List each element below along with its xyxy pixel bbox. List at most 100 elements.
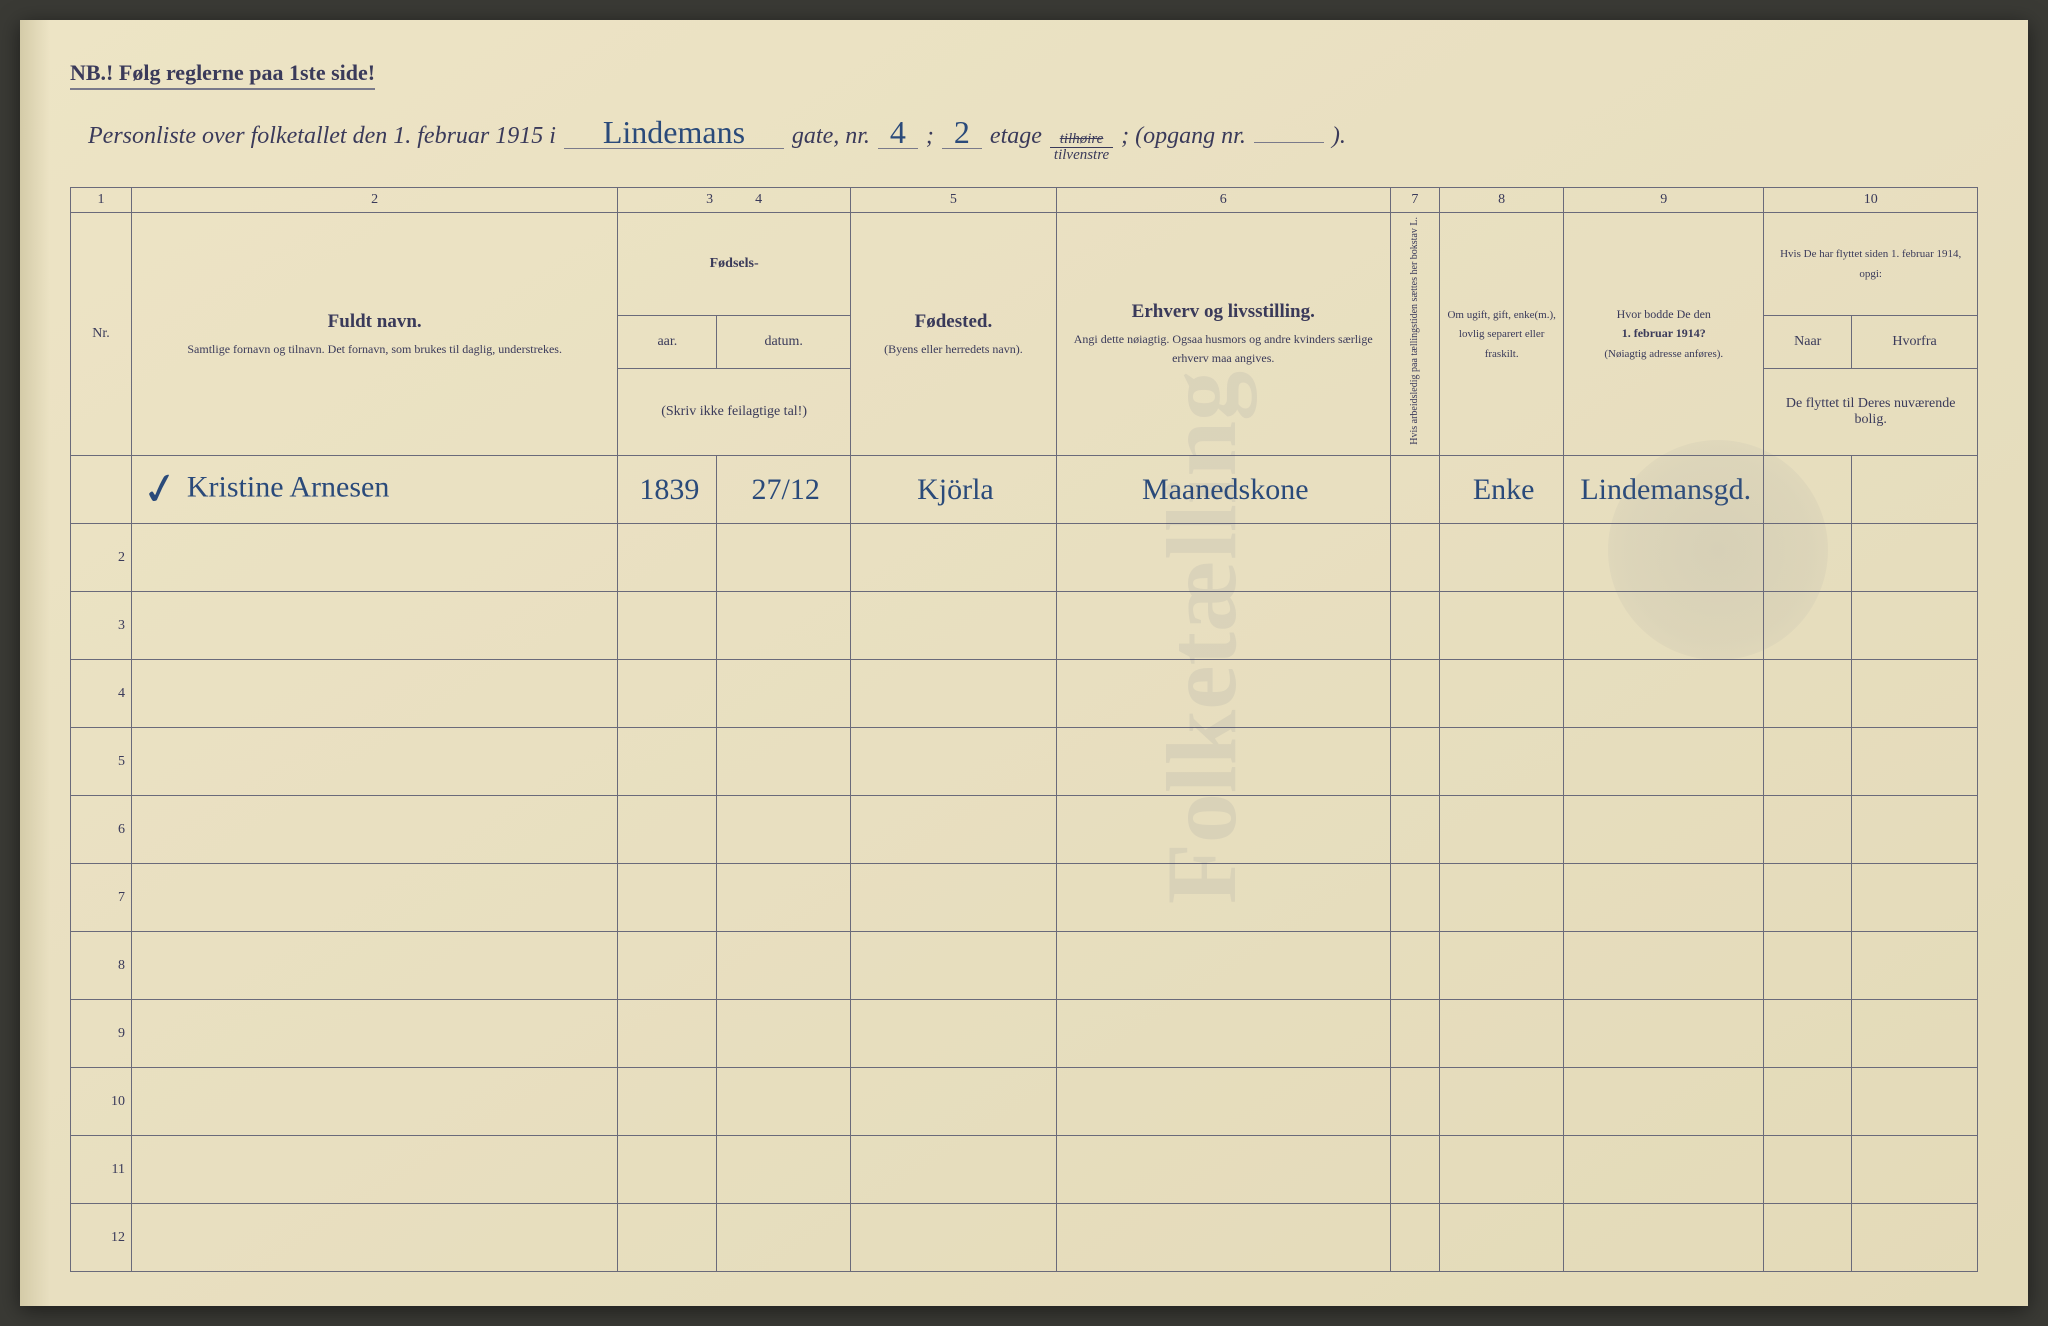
checkmark-icon: ✓	[138, 462, 183, 519]
cell-year	[618, 592, 717, 660]
cell-occupation	[1056, 864, 1390, 932]
table-row: 4	[71, 660, 1978, 728]
cell-unemployed	[1390, 1204, 1440, 1272]
cell-unemployed	[1390, 660, 1440, 728]
col-birth-note: (Skriv ikke feilagtige tal!)	[618, 368, 851, 455]
cell-moved-when	[1764, 932, 1852, 1000]
table-row: 10	[71, 1068, 1978, 1136]
row-number: 9	[71, 1000, 132, 1068]
cell-name	[132, 932, 618, 1000]
col-10-top: Hvis De har flyttet siden 1. februar 191…	[1780, 248, 1961, 280]
col-10a: Naar	[1764, 315, 1852, 368]
col-marital-header: Om ugift, gift, enke(m.), lovlig separer…	[1440, 213, 1564, 456]
cell-occupation	[1056, 524, 1390, 592]
close-paren: ).	[1332, 123, 1346, 150]
colnum-10: 10	[1764, 188, 1978, 213]
cell-date: 27/12	[717, 456, 850, 524]
cell-marital	[1440, 524, 1564, 592]
colnum-7: 7	[1390, 188, 1440, 213]
cell-addr1914	[1564, 524, 1764, 592]
cell-moved-from	[1852, 456, 1978, 524]
cell-moved-when	[1764, 796, 1852, 864]
col-addr1914-header: Hvor bodde De den 1. februar 1914? (Nøia…	[1564, 213, 1764, 456]
cell-occupation	[1056, 1136, 1390, 1204]
cell-date	[717, 1068, 850, 1136]
cell-addr1914	[1564, 864, 1764, 932]
col-10b: Hvorfra	[1852, 315, 1978, 368]
cell-marital	[1440, 864, 1564, 932]
cell-moved-from	[1852, 1136, 1978, 1204]
cell-addr1914	[1564, 1000, 1764, 1068]
cell-birthplace	[850, 728, 1056, 796]
cell-addr1914	[1564, 592, 1764, 660]
cell-occupation	[1056, 1000, 1390, 1068]
colnum-8: 8	[1440, 188, 1564, 213]
cell-name	[132, 592, 618, 660]
cell-name	[132, 524, 618, 592]
column-number-row: 1 2 3 4 5 6 7 8 9 10	[71, 188, 1978, 213]
opgang-label: ; (opgang nr.	[1121, 123, 1246, 150]
cell-date	[717, 1204, 850, 1272]
cell-moved-when	[1764, 1000, 1852, 1068]
col-birthplace-header: Fødested. (Byens eller herredets navn).	[850, 213, 1056, 456]
cell-addr1914	[1564, 728, 1764, 796]
colnum-34: 3 4	[618, 188, 851, 213]
cell-unemployed	[1390, 1068, 1440, 1136]
side-fraction: tilhøire tilvenstre	[1050, 132, 1113, 163]
cell-moved-when	[1764, 592, 1852, 660]
row-number: 3	[71, 592, 132, 660]
row-number: 8	[71, 932, 132, 1000]
col-date: datum.	[717, 315, 850, 368]
cell-date	[717, 592, 850, 660]
row-number: 12	[71, 1204, 132, 1272]
census-table: 1 2 3 4 5 6 7 8 9 10 Nr. Fuldt navn. Sam…	[70, 187, 1978, 1272]
cell-name	[132, 1000, 618, 1068]
cell-year: 1839	[618, 456, 717, 524]
cell-name	[132, 728, 618, 796]
cell-moved-from	[1852, 1000, 1978, 1068]
cell-date	[717, 1136, 850, 1204]
cell-addr1914	[1564, 1136, 1764, 1204]
col-birth-top: Fødsels-	[618, 213, 851, 316]
cell-date	[717, 1000, 850, 1068]
cell-moved-from	[1852, 524, 1978, 592]
cell-moved-when	[1764, 728, 1852, 796]
cell-name	[132, 1068, 618, 1136]
cell-occupation	[1056, 1068, 1390, 1136]
header-instruction: NB.! Følg reglerne paa 1ste side!	[70, 60, 375, 90]
col-name-header: Fuldt navn. Samtlige fornavn og tilnavn.…	[132, 213, 618, 456]
col-moved-top: Hvis De har flyttet siden 1. februar 191…	[1764, 213, 1978, 316]
col-birthplace-big: Fødested.	[857, 309, 1050, 336]
cell-occupation	[1056, 592, 1390, 660]
cell-moved-from	[1852, 1068, 1978, 1136]
cell-marital	[1440, 796, 1564, 864]
cell-occupation: Maanedskone	[1056, 456, 1390, 524]
row-number: 7	[71, 864, 132, 932]
col-occupation-header: Erhverv og livsstilling. Angi dette nøia…	[1056, 213, 1390, 456]
colnum-9: 9	[1564, 188, 1764, 213]
cell-year	[618, 1204, 717, 1272]
cell-birthplace	[850, 932, 1056, 1000]
cell-birthplace	[850, 1068, 1056, 1136]
cell-moved-from	[1852, 864, 1978, 932]
col-year: aar.	[618, 315, 717, 368]
colnum-6: 6	[1056, 188, 1390, 213]
cell-occupation	[1056, 796, 1390, 864]
cell-year	[618, 1136, 717, 1204]
cell-birthplace	[850, 864, 1056, 932]
colnum-5: 5	[850, 188, 1056, 213]
row-number: 10	[71, 1068, 132, 1136]
cell-moved-from	[1852, 592, 1978, 660]
cell-birthplace	[850, 524, 1056, 592]
col-8-text: Om ugift, gift, enke(m.), lovlig separer…	[1447, 309, 1555, 360]
census-form-page: Folketælling NB.! Følg reglerne paa 1ste…	[20, 20, 2028, 1306]
cell-addr1914: Lindemansgd.	[1564, 456, 1764, 524]
cell-marital	[1440, 660, 1564, 728]
cell-name	[132, 1136, 618, 1204]
col-7-text: Hvis arbeidsledig paa tællingstiden sætt…	[1409, 217, 1420, 445]
cell-name	[132, 864, 618, 932]
table-row: 7	[71, 864, 1978, 932]
cell-occupation	[1056, 660, 1390, 728]
col-name-big: Fuldt navn.	[138, 309, 611, 336]
col-9c: (Nøiagtig adresse anføres).	[1604, 348, 1723, 360]
